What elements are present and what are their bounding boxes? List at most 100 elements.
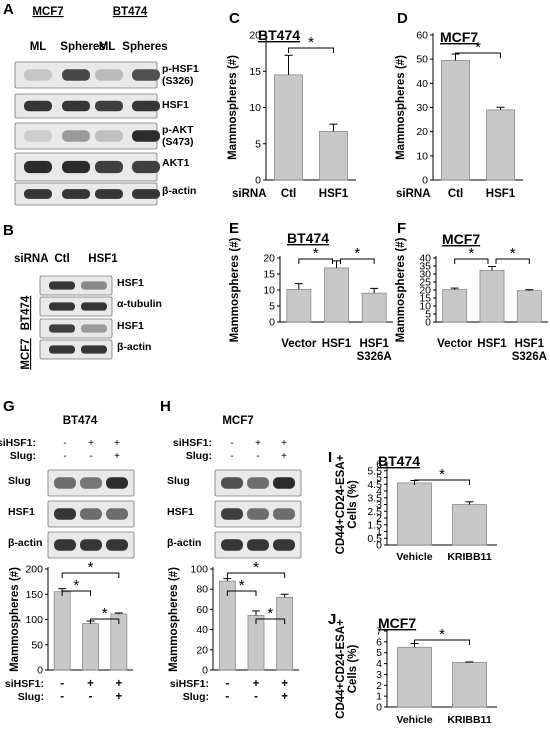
g-y-tick-label: 200 (25, 564, 43, 576)
a-blot-band (95, 130, 123, 142)
i-y-tick-label: 5.5 (367, 465, 382, 477)
j-y-tick-label: 6 (376, 636, 382, 648)
c-y-tick-label: 5 (255, 138, 261, 150)
h-blot-band (221, 539, 243, 551)
b-row-label-bactin: β-actin (117, 341, 151, 353)
f-y-axis-label: Mammospheres (#) (395, 237, 407, 342)
i-y-tick-label: 1 (376, 526, 382, 538)
g-significance-bracket (61, 590, 91, 596)
panel-letter-i: I (328, 449, 332, 466)
b-blot-bt474-hsf1-band (49, 281, 75, 290)
g-row-label-slug: Slug (8, 475, 31, 487)
chart-e: BT474 0 5 10 15 20 Mammospheres (#) * * Vector HSF… (229, 230, 393, 363)
e-bar (361, 292, 387, 323)
i-y-tick-label: 4.5 (367, 479, 382, 491)
a-blot-band (95, 160, 123, 174)
g-bar (53, 591, 71, 671)
a-row-label-pakt-1: p-AKT (162, 124, 194, 136)
g-matrix-cell: - (60, 678, 64, 690)
j-bar (397, 646, 432, 708)
h-matrix-cell: + (281, 438, 287, 449)
j-y-tick-label: 7 (376, 626, 382, 638)
d-chart-title: MCF7 (440, 29, 478, 45)
a-cell-line-mcf7: MCF7 (32, 6, 63, 18)
h-significance-label: * (253, 559, 259, 576)
a-row-label-hsf1: HSF1 (162, 99, 189, 111)
c-bar (319, 131, 348, 181)
h-matrix-cell: - (230, 438, 233, 449)
h-blot-band (273, 477, 295, 489)
d-y-tick-label: 0 (422, 175, 428, 187)
g-matrix-row-label: Slug: (18, 691, 44, 703)
e-y-tick-label: 10 (263, 285, 275, 297)
a-lane-spheres-2: Spheres (122, 41, 167, 53)
j-y-tick-label: 4 (376, 658, 382, 670)
panel-letter-b: B (3, 222, 14, 239)
b-group-label-bt474: BT474 (20, 295, 32, 330)
g-significance-label: * (102, 605, 108, 622)
g-blot-title: BT474 (63, 415, 98, 427)
chart-d: MCF7 0 10 20 30 40 50 60 Mammospheres (#) * siRNA C… (395, 29, 523, 200)
h-matrix-cell: - (230, 451, 233, 462)
g-matrix-cell: + (114, 451, 120, 462)
h-significance-bracket (226, 590, 257, 596)
h-y-axis-label: Mammospheres (#) (168, 567, 180, 672)
f-y-tick-label: 0 (425, 317, 431, 329)
i-y-tick-label: 1.5 (367, 519, 382, 531)
i-x-tick-label: Vehicle (396, 551, 432, 563)
h-y-tick-label: 100 (190, 564, 208, 576)
d-x-prefix-label: siRNA (396, 188, 431, 200)
e-chart-title: BT474 (287, 230, 329, 246)
f-y-tick-label: 5 (425, 309, 431, 321)
g-blot-band (106, 477, 128, 489)
h-blot-title: MCF7 (222, 415, 253, 427)
g-significance-bracket (61, 572, 120, 578)
b-blot-bt474-tubulin-strip (39, 296, 113, 317)
b-blot-mcf7-bactin-band (81, 345, 107, 354)
f-bar (516, 290, 542, 323)
e-y-tick-label: 5 (269, 301, 275, 313)
c-chart-title: BT474 (258, 27, 300, 43)
h-blot-band (247, 477, 269, 489)
c-y-axis-label: Mammospheres (#) (227, 55, 239, 160)
a-blot-band (62, 189, 90, 199)
i-significance-label: * (439, 466, 445, 483)
h-blot-band (221, 508, 243, 520)
chart-i: BT474 00.511.522.533.544.555.56 CD44+CD24-… (335, 453, 497, 563)
b-row-label-hsf1-mcf7: HSF1 (117, 320, 144, 332)
j-y-tick-label: 5 (376, 647, 382, 659)
b-group-label-mcf7: MCF7 (20, 338, 32, 369)
g-blot-band (54, 539, 76, 551)
h-blot-band (247, 508, 269, 520)
i-chart-title: BT474 (378, 453, 420, 469)
a-row-label-pakt-2: (S473) (162, 136, 194, 148)
e-bar (286, 288, 312, 323)
f-y-tick-label: 15 (419, 293, 431, 305)
f-y-tick-label: 35 (419, 261, 431, 273)
h-blot-band (273, 539, 295, 551)
panel-letter-g: G (3, 398, 15, 415)
a-blot-band (62, 100, 90, 112)
i-y-tick-label: 4 (376, 486, 382, 498)
i-bar (452, 504, 487, 546)
h-y-tick-label: 60 (196, 604, 208, 616)
d-significance-label: * (475, 39, 481, 56)
h-y-tick-label: 80 (196, 584, 208, 596)
d-y-tick-label: 10 (416, 150, 428, 162)
h-matrix-cell: - (256, 451, 259, 462)
c-y-tick-label: 20 (249, 30, 261, 42)
h-matrix-cell: - (254, 691, 258, 703)
a-blot-band (24, 160, 52, 174)
j-y-axis-label: Cells (%) (347, 645, 359, 694)
d-y-axis-label: Mammospheres (#) (395, 55, 407, 160)
e-significance-bracket (340, 258, 375, 264)
g-y-tick-label: 150 (25, 589, 43, 601)
f-y-tick-label: 25 (419, 277, 431, 289)
b-header-sirna: siRNA (14, 253, 49, 265)
j-y-axis-label: CD44+CD24-ESA+ (335, 619, 347, 719)
a-lane-ml-2: ML (99, 41, 116, 53)
f-y-tick-label: 10 (419, 301, 431, 313)
j-significance-bracket (414, 639, 470, 645)
b-blot-bt474-tubulin-band (81, 302, 107, 311)
